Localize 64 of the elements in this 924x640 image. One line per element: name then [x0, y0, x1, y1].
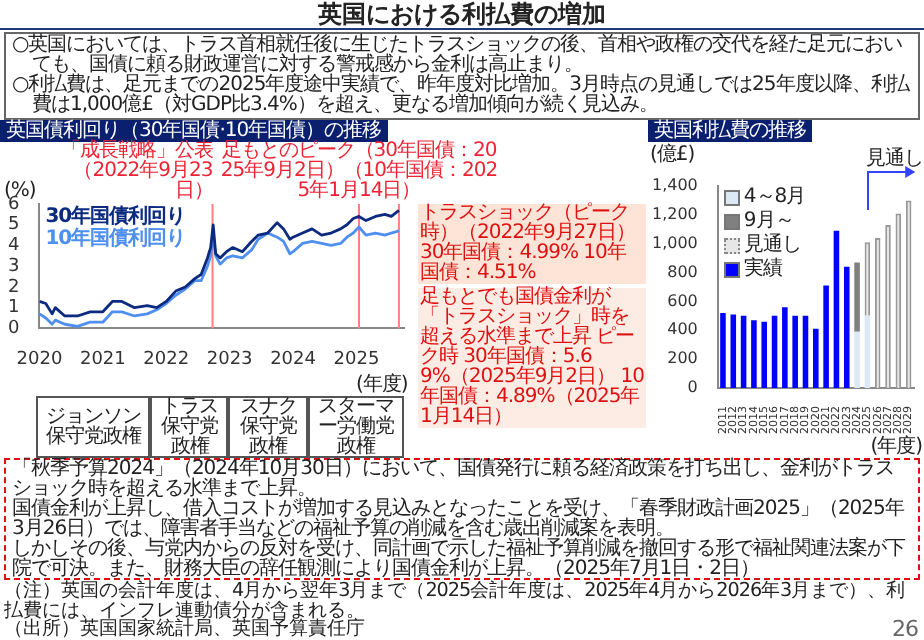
- bar: [740, 315, 747, 389]
- text: トラスショック（ピーク時）（2022年9月27日）30年国債：4.99% 10年国債：4.51%: [418, 202, 646, 284]
- chart-title: 英国利払費の推移: [648, 120, 812, 142]
- bar: [802, 315, 809, 389]
- bar: [782, 307, 788, 389]
- y-tick-label: 1,000: [651, 233, 698, 252]
- chart-title: 英国債利回り（30年国債·10年国債）の推移: [0, 120, 388, 142]
- ref-line-label: 「成長戦略」公表（2022年9月23日）: [58, 140, 213, 202]
- bar: [730, 314, 737, 389]
- bar: [761, 321, 768, 389]
- legend-label: 実績: [743, 258, 782, 280]
- text: 見通し: [866, 148, 923, 170]
- text: 足もとでも国債金利が「トラスショック」時を超える水準まで上昇 ピーク時 30年国債：5.69%（2025年9月2日） 10年国債：4.89%（2025年1月14日）: [418, 286, 646, 428]
- y-axis-title: (億£): [650, 144, 695, 166]
- bar: [833, 230, 840, 389]
- text: ○利払費は、足元までの2025年度途中実績で、昨年度対比増加。3月時点の見通しでは25年度以降、利払費は1,000億£（対GDP比3.4%）を超え、更なる増加傾向が続く見込み。: [12, 74, 912, 116]
- series-label: 10年国債利回り: [45, 228, 186, 250]
- bar: [843, 266, 850, 389]
- text: トラス保守党政権: [150, 395, 229, 458]
- y-tick-label: 800: [667, 262, 698, 281]
- x-tick-label: 2023: [206, 349, 253, 370]
- text: 26: [892, 616, 918, 640]
- legend-label: 4～8月: [743, 186, 806, 208]
- text: 英国における利払費の増加: [0, 0, 924, 30]
- bar: [792, 315, 798, 389]
- y-tick-label: 600: [667, 291, 698, 310]
- y-tick-label: 4: [7, 236, 20, 257]
- legend-label: 見通し: [743, 234, 801, 256]
- bar: [813, 328, 819, 389]
- text: 国債金利が上昇し、借入コストが増加する見込みとなったことを受け、「春季財政計画2025」（2025年3月26日）では、障害者手当などの福祉予算の削減を含む歳出削減案を表明。: [12, 498, 904, 540]
- bar: [854, 331, 860, 389]
- ref-line-label: 足もとのピーク（30年国債：2025年9月2日）（10年国債：2025年1月14日）: [220, 140, 498, 202]
- legend-label: 9月～: [743, 210, 794, 232]
- text: 「秋季予算2024」（2024年10月30日）において、国債発行に頼る経済政策を打ち出し、金利がトラスショック時を超える水準まで上昇。: [12, 458, 894, 500]
- series-label: 30年国債利回り: [45, 206, 186, 228]
- y-tick-label: 0: [7, 319, 20, 340]
- x-tick-label: 2020: [16, 349, 63, 370]
- bar: [823, 285, 829, 389]
- bar: [751, 320, 757, 389]
- bar: [771, 315, 778, 389]
- y-tick-label: 2: [7, 277, 20, 298]
- y-tick-label: 3: [7, 256, 20, 277]
- y-tick-label: 1,200: [651, 205, 698, 224]
- bar: [864, 315, 871, 389]
- y-tick-label: 1,400: [651, 176, 698, 195]
- y-tick-label: 200: [667, 349, 698, 368]
- y-tick-label: 1: [7, 298, 20, 319]
- y-tick-label: 400: [667, 320, 698, 339]
- x-tick-label: 2024: [270, 349, 317, 370]
- text: スナク保守党政権: [228, 395, 308, 458]
- x-axis-title: (年度): [356, 374, 408, 396]
- text: ○英国においては、トラス首相就任後に生じたトラスショックの後、首相や政権の交代を経た足元においても、国債に頼る財政運営に対する警戒感から金利は高止まり。: [12, 34, 903, 76]
- bar: [720, 312, 726, 389]
- text: （出所）英国国家統計局、英国予算責任庁: [4, 618, 365, 640]
- text: しかしその後、与党内からの反対を受け、同計画で示した福祉予算削減を撤回する形で福祉関連法案が下院で可決。また、財務大臣の辞任観測により国債金利が上昇。（2025年7月1日・2日）: [12, 538, 908, 580]
- text: ジョンソン保守党政権: [35, 396, 151, 458]
- bar: [854, 262, 860, 332]
- x-tick-label: 2025: [333, 349, 380, 370]
- y-tick-label: 5: [7, 215, 20, 236]
- x-axis-title: (年度): [870, 436, 922, 458]
- text: スターマー労働党政権: [307, 395, 404, 458]
- x-tick-label: 2021: [79, 349, 126, 370]
- x-tick-label: 2022: [143, 349, 190, 370]
- y-tick-label: 0: [687, 378, 698, 397]
